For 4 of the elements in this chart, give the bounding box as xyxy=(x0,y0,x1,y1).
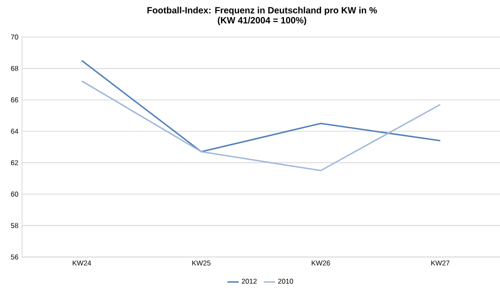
line-series xyxy=(81,80,441,172)
line-series xyxy=(81,60,441,152)
chart-title: Football-Index: Frequenz in Deutschland pro KW in % xyxy=(147,6,377,16)
chart-subtitle: (KW 41/2004 = 100%) xyxy=(218,16,306,26)
